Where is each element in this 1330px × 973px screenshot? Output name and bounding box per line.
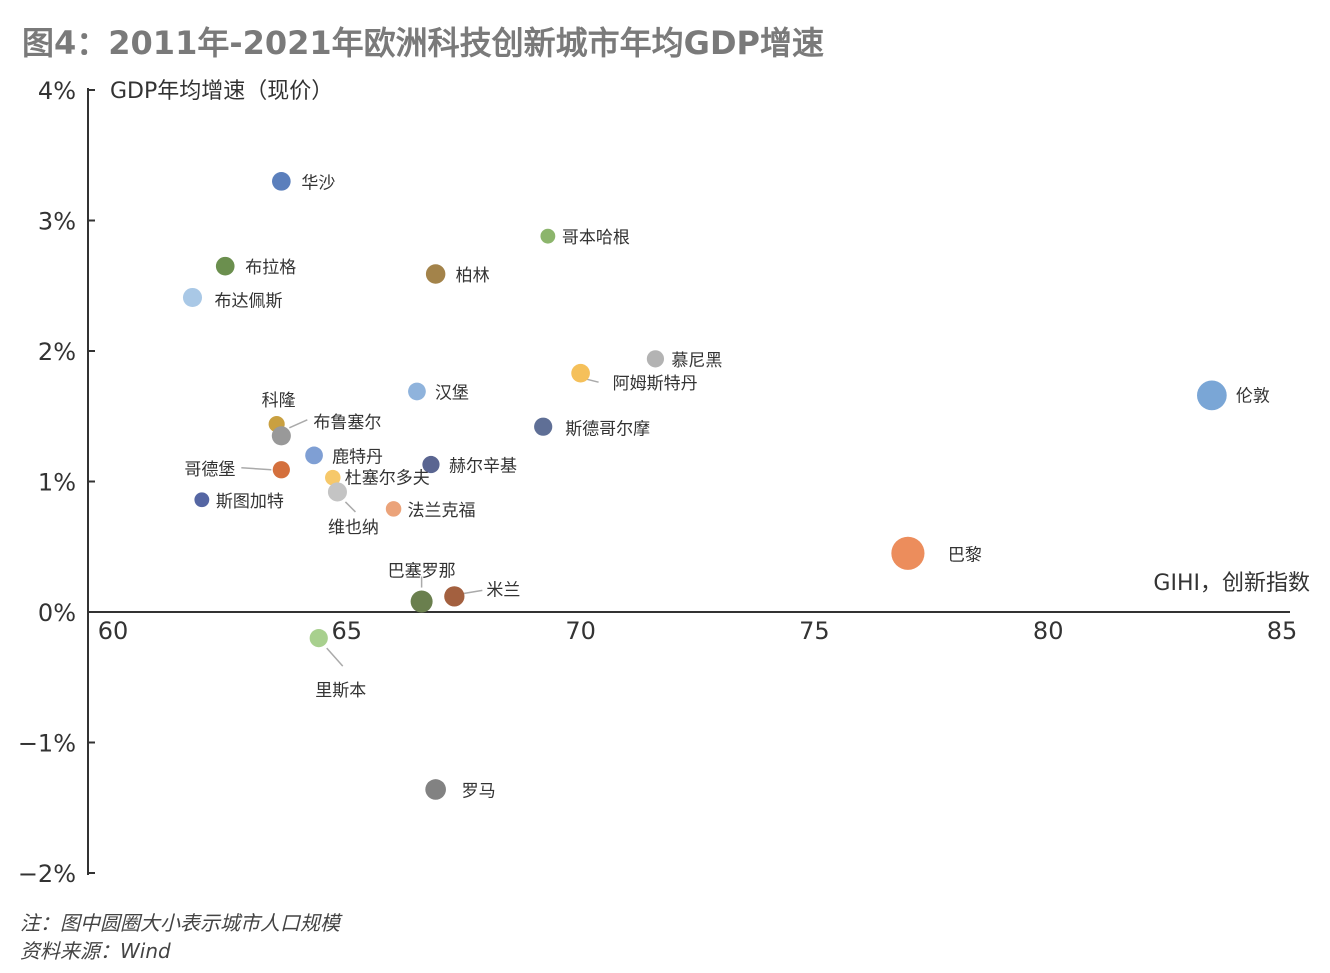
city-label: 科隆 (262, 391, 296, 411)
ticks: 60 65 70 75 80 85 4% 3% 2% 1% 0% −1% −2% (18, 77, 1297, 888)
city-point (305, 446, 323, 465)
city-label: 杜塞尔多夫 (345, 469, 430, 489)
x-tick-label: 60 (98, 617, 129, 645)
x-tick-label: 70 (565, 617, 596, 645)
city-point (422, 455, 440, 474)
x-tick-label: 75 (799, 617, 830, 645)
city-label: 罗马 (462, 781, 496, 801)
y-tick-label: −1% (18, 730, 76, 758)
city-point (571, 363, 590, 383)
city-point (327, 482, 347, 502)
city-label: 赫尔辛基 (449, 457, 517, 477)
city-label: 柏林 (456, 266, 490, 286)
city-label: 布达佩斯 (214, 291, 282, 311)
city-label: 巴塞罗那 (388, 562, 456, 582)
city-label: 阿姆斯特丹 (613, 374, 698, 394)
y-tick-label: 3% (38, 208, 76, 236)
city-label: 鹿特丹 (332, 447, 383, 467)
y-tick-label: 1% (38, 469, 76, 497)
city-point (215, 256, 235, 276)
city-point (646, 350, 665, 368)
city-point (309, 629, 328, 648)
city-label: 汉堡 (435, 383, 469, 403)
city-point (408, 382, 426, 401)
leader-line (326, 647, 344, 667)
city-point (891, 536, 925, 570)
leader-line (289, 419, 308, 429)
y-tick-label: −2% (18, 860, 76, 888)
city-point (410, 590, 433, 613)
city-label: 斯图加特 (216, 492, 284, 512)
chart-title: 图4：2011年-2021年欧洲科技创新城市年均GDP增速 (22, 24, 824, 62)
leader-line (344, 501, 356, 513)
leader-line (586, 378, 599, 383)
leader-line (241, 467, 272, 471)
y-tick-label: 4% (38, 77, 76, 105)
city-label: 布拉格 (245, 258, 296, 278)
leader-lines (241, 378, 599, 667)
x-tick-label: 65 (332, 617, 363, 645)
city-point (194, 492, 210, 508)
city-point (272, 172, 291, 191)
city-point (444, 586, 465, 607)
y-axis-label: GDP年均增速（现价） (110, 79, 333, 104)
city-point (325, 469, 341, 486)
city-point (182, 287, 203, 308)
city-label: 哥本哈根 (562, 228, 630, 248)
x-tick-label: 85 (1267, 617, 1298, 645)
city-label: 斯德哥尔摩 (565, 420, 650, 440)
city-label: 米兰 (486, 580, 520, 600)
city-label: 华沙 (301, 173, 335, 193)
city-label: 伦敦 (1236, 386, 1270, 406)
axes (87, 88, 1290, 875)
city-label: 维也纳 (328, 518, 379, 538)
x-axis-label: GIHI，创新指数 (1153, 571, 1310, 596)
city-point (534, 417, 553, 436)
city-point (385, 501, 402, 517)
note-text: 注：图中圆圈大小表示城市人口规模 (20, 911, 340, 935)
city-label: 巴黎 (948, 545, 982, 565)
city-point (425, 779, 446, 800)
city-label: 布鲁塞尔 (313, 413, 381, 433)
city-label: 里斯本 (315, 681, 366, 701)
y-tick-label: 2% (38, 338, 76, 366)
source-text: 资料来源：Wind (20, 939, 171, 963)
x-tick-label: 80 (1033, 617, 1064, 645)
city-point (272, 461, 290, 479)
city-point (540, 228, 556, 244)
y-tick-label: 0% (38, 599, 76, 627)
city-point (271, 426, 291, 446)
city-point (1197, 380, 1227, 411)
city-point (425, 264, 446, 284)
data-points (182, 172, 1227, 800)
city-label: 哥德堡 (184, 460, 235, 480)
city-label: 慕尼黑 (671, 351, 722, 371)
city-label: 法兰克福 (408, 501, 476, 521)
